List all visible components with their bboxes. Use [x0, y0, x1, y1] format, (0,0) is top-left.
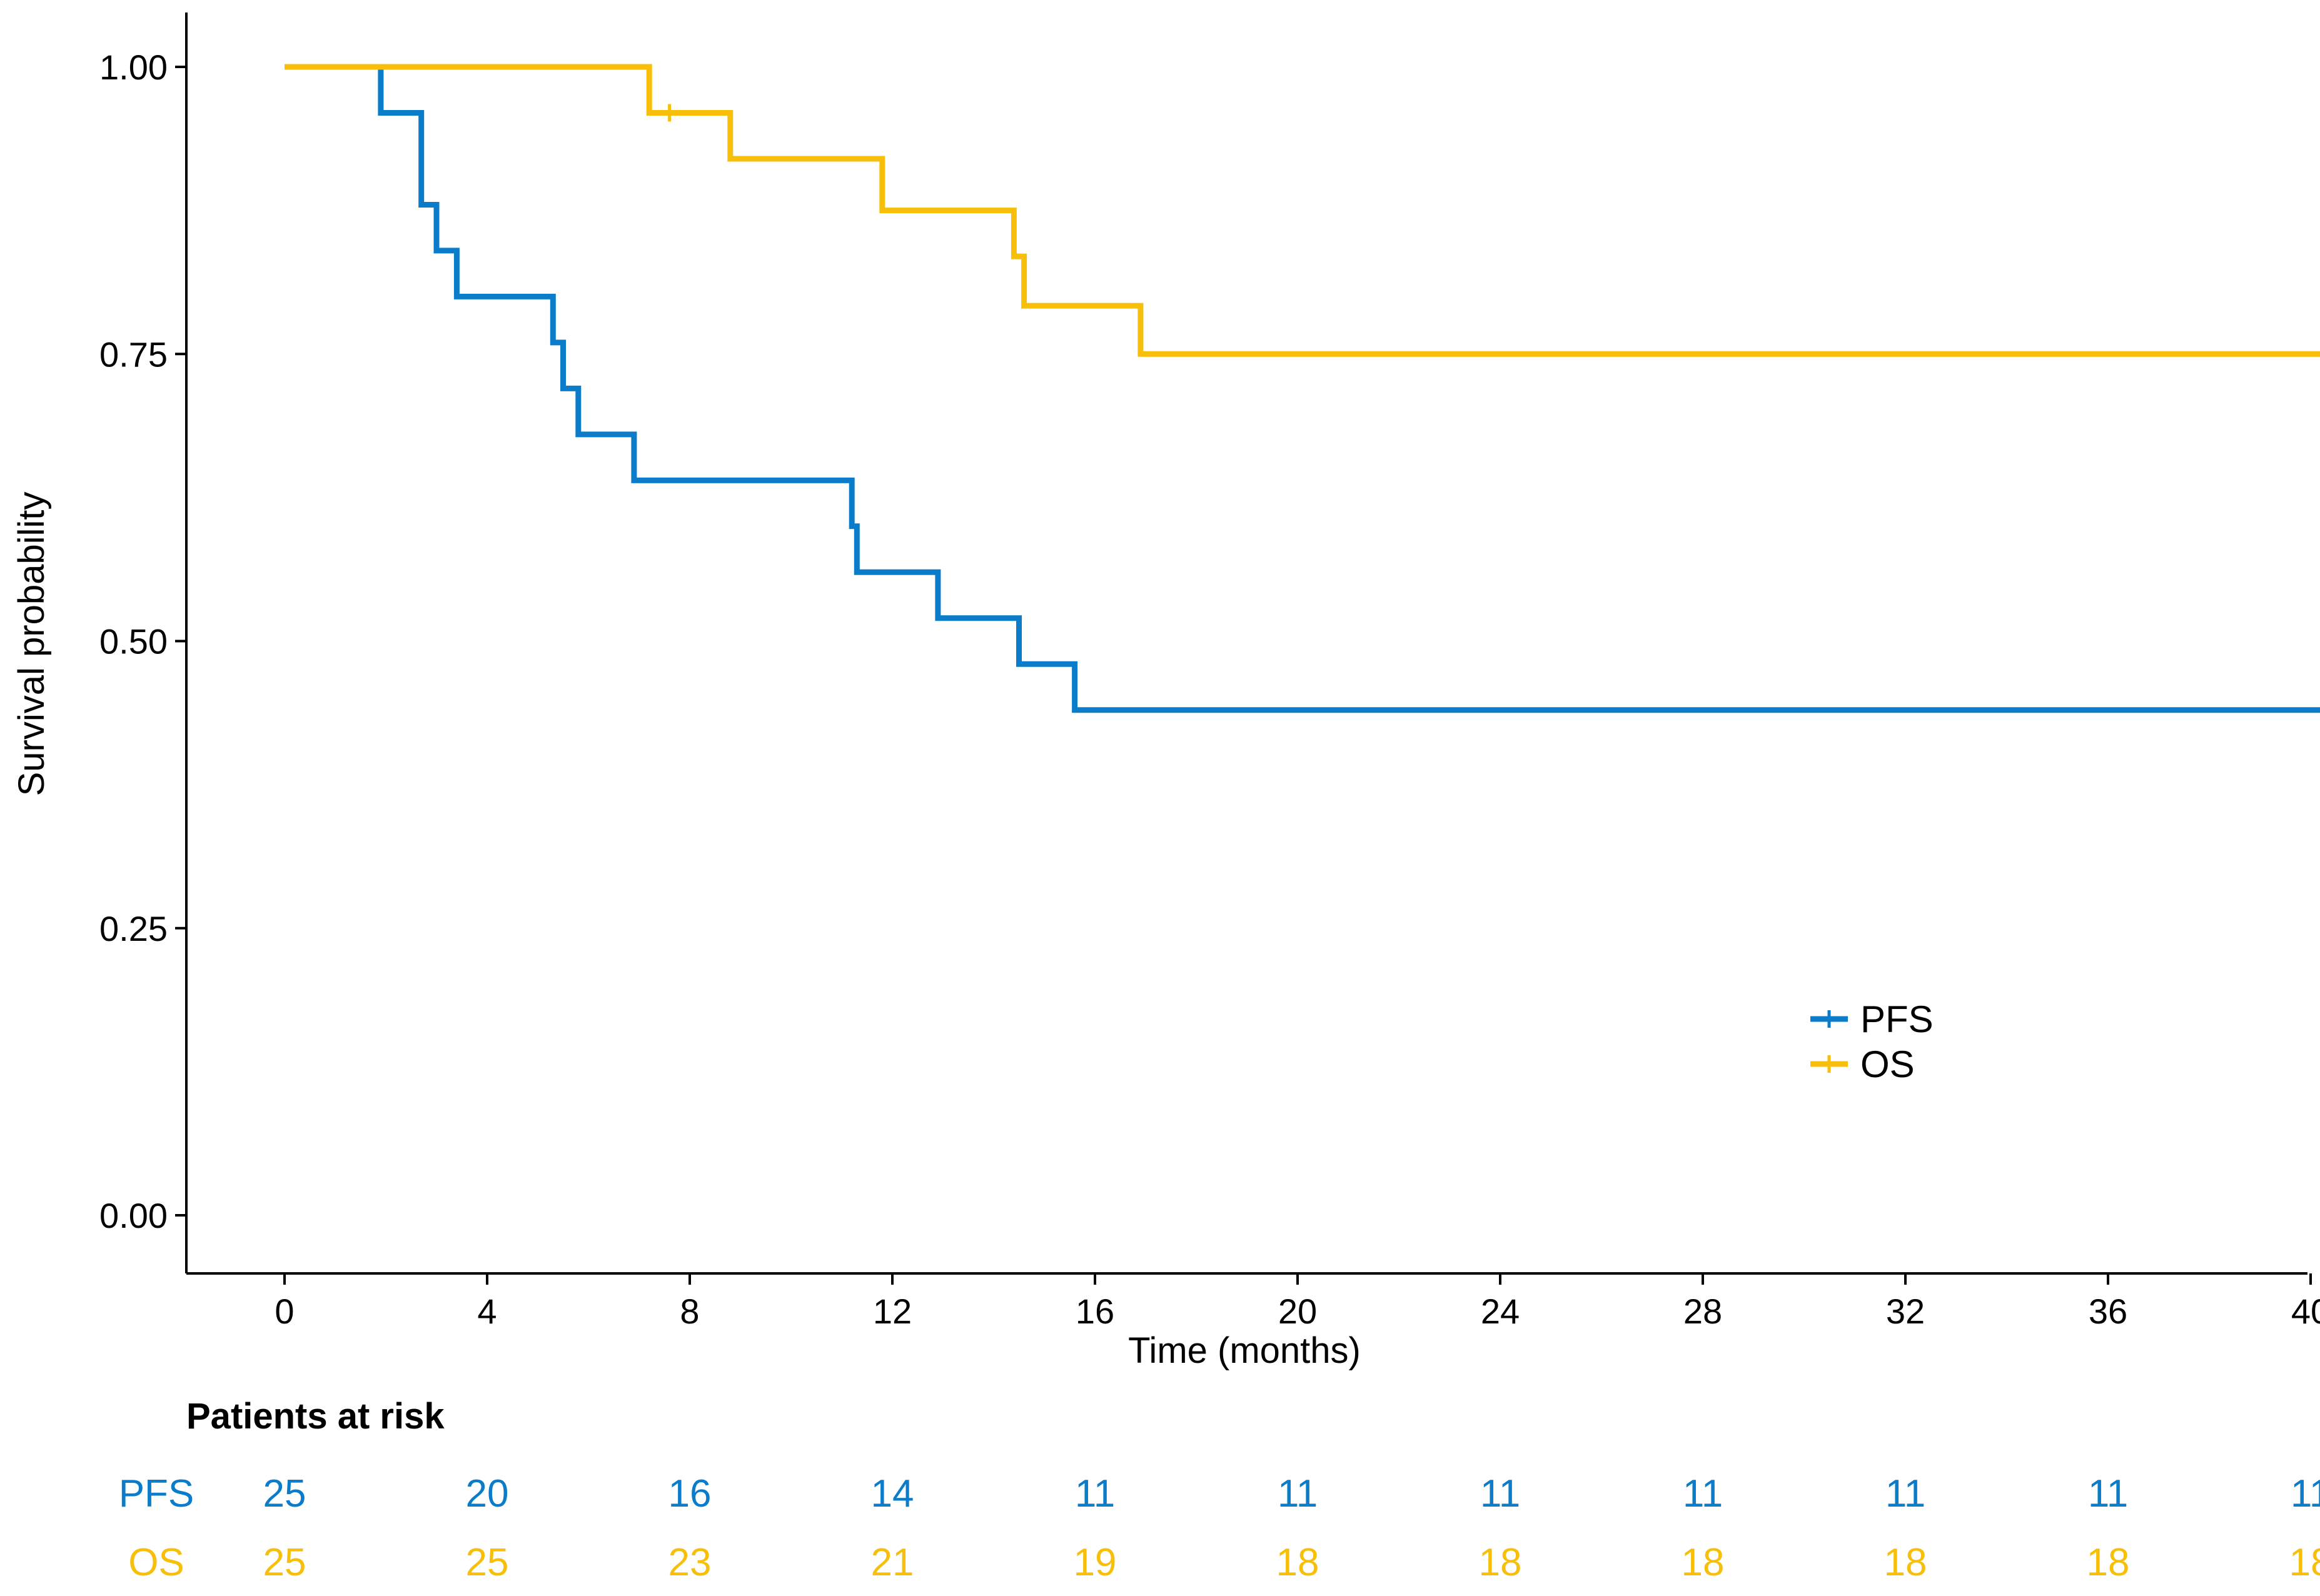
risk-value-pfs: 16	[668, 1472, 712, 1515]
legend-label-pfs: PFS	[1860, 998, 1934, 1040]
x-tick-label: 32	[1886, 1292, 1925, 1331]
x-tick-label: 0	[275, 1292, 294, 1331]
x-tick-label: 24	[1481, 1292, 1520, 1331]
y-tick-label: 0.75	[99, 334, 168, 374]
x-tick-label: 28	[1683, 1292, 1722, 1331]
x-tick-label: 16	[1076, 1292, 1114, 1331]
risk-value-pfs: 20	[466, 1472, 509, 1515]
risk-value-pfs: 11	[1278, 1472, 1318, 1515]
risk-value-os: 18	[1479, 1541, 1522, 1584]
risk-value-pfs: 11	[2088, 1472, 2128, 1515]
risk-value-os: 25	[263, 1541, 306, 1584]
risk-value-os: 18	[1276, 1541, 1319, 1584]
risk-value-pfs: 11	[1480, 1472, 1520, 1515]
risk-row-label-pfs: PFS	[119, 1472, 194, 1515]
risk-value-pfs: 14	[871, 1472, 914, 1515]
series-line-os	[285, 64, 2320, 357]
y-tick-label: 0.00	[99, 1196, 168, 1235]
y-tick-label: 0.50	[99, 622, 168, 661]
x-axis-title: Time (months)	[1128, 1330, 1361, 1371]
risk-value-os: 18	[2289, 1541, 2320, 1584]
x-tick-label: 36	[2089, 1292, 2127, 1331]
legend-label-os: OS	[1860, 1043, 1915, 1085]
y-tick-label: 1.00	[99, 48, 168, 87]
risk-value-pfs: 11	[1075, 1472, 1115, 1515]
y-tick-label: 0.25	[99, 909, 168, 948]
risk-value-os: 18	[2087, 1541, 2130, 1584]
risk-value-os: 23	[668, 1541, 712, 1584]
risk-value-os: 19	[1074, 1541, 1117, 1584]
risk-value-os: 25	[466, 1541, 509, 1584]
risk-value-os: 18	[1682, 1541, 1725, 1584]
curves-layer	[285, 64, 2320, 713]
risk-row-label-os: OS	[128, 1541, 184, 1584]
x-tick-label: 8	[680, 1292, 699, 1331]
axes-layer: 0.000.250.500.751.0004812162024283236404…	[99, 13, 2320, 1331]
risk-table-title: Patients at risk	[186, 1396, 445, 1437]
risk-value-os: 18	[1884, 1541, 1927, 1584]
risk-table: PFS252016141111111111111111109655541OS25…	[119, 1472, 2320, 1584]
x-tick-label: 12	[873, 1292, 912, 1331]
risk-value-pfs: 11	[2291, 1472, 2320, 1515]
risk-value-pfs: 11	[1885, 1472, 1925, 1515]
x-tick-label: 40	[2291, 1292, 2320, 1331]
x-tick-label: 20	[1278, 1292, 1317, 1331]
x-tick-label: 4	[477, 1292, 497, 1331]
risk-value-pfs: 11	[1683, 1472, 1723, 1515]
series-line-pfs	[285, 64, 2320, 713]
risk-value-pfs: 25	[263, 1472, 306, 1515]
risk-value-os: 21	[871, 1541, 914, 1584]
y-axis-title: Survival probability	[11, 492, 52, 796]
